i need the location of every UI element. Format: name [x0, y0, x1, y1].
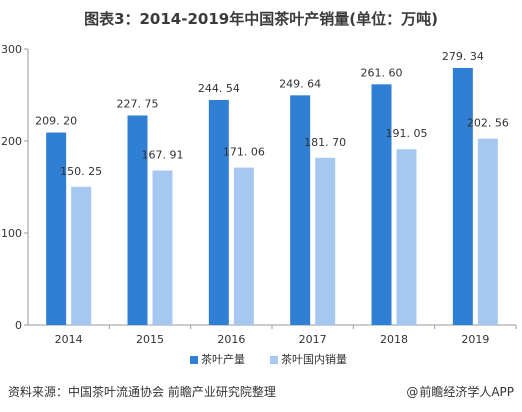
legend-label-production: 茶叶产量 — [201, 353, 245, 366]
legend-item-production: 茶叶产量 — [190, 351, 245, 369]
data-label-domestic-sales: 191. 05 — [386, 127, 428, 140]
data-label-production: 279. 34 — [442, 50, 484, 63]
legend-item-domestic-sales: 茶叶国内销量 — [270, 351, 347, 369]
bar-production — [452, 68, 473, 325]
data-label-domestic-sales: 181. 70 — [304, 136, 346, 149]
x-tick-label: 2017 — [299, 333, 327, 346]
at-sign-icon: @ — [406, 385, 419, 399]
brand-name: 前瞻经济学人APP — [419, 385, 514, 399]
data-label-domestic-sales: 202. 56 — [467, 117, 509, 130]
data-label-domestic-sales: 150. 25 — [60, 165, 102, 178]
x-tick-label: 2014 — [55, 333, 83, 346]
x-tick-label: 2015 — [136, 333, 164, 346]
bar-production — [371, 84, 392, 325]
bar-production — [127, 115, 148, 325]
bar-domestic-sales — [315, 157, 336, 325]
x-tick-label: 2018 — [380, 333, 408, 346]
y-tick-label: 100 — [1, 227, 22, 240]
bar-production — [290, 95, 311, 325]
x-tick-label: 2019 — [461, 333, 489, 346]
y-tick-label: 0 — [15, 319, 22, 332]
legend: 茶叶产量 茶叶国内销量 — [190, 351, 390, 369]
x-tick-label: 2016 — [217, 333, 245, 346]
bar-production — [46, 132, 67, 325]
data-label-production: 249. 64 — [279, 77, 321, 90]
data-label-production: 209. 20 — [35, 115, 77, 128]
y-tick-label: 300 — [1, 43, 22, 56]
bar-domestic-sales — [477, 138, 498, 325]
data-label-domestic-sales: 167. 91 — [142, 149, 184, 162]
y-tick-label: 200 — [1, 135, 22, 148]
brand-credit: @前瞻经济学人APP — [406, 383, 514, 400]
data-label-domestic-sales: 171. 06 — [223, 146, 265, 159]
legend-swatch-domestic-sales — [270, 356, 278, 364]
legend-label-domestic-sales: 茶叶国内销量 — [281, 353, 347, 366]
data-label-production: 227. 75 — [117, 97, 159, 110]
chart-title: 图表3：2014-2019年中国茶叶产销量(单位：万吨) — [84, 10, 438, 28]
source-note: 资料来源：中国茶叶流通协会 前瞻产业研究院整理 — [8, 385, 276, 399]
bar-domestic-sales — [233, 167, 254, 325]
bar-domestic-sales — [152, 170, 173, 325]
bar-domestic-sales — [71, 186, 92, 325]
bar-domestic-sales — [396, 149, 417, 325]
bar-production — [208, 100, 229, 326]
data-label-production: 244. 54 — [198, 82, 240, 95]
data-label-production: 261. 60 — [361, 66, 403, 79]
legend-swatch-production — [190, 356, 198, 364]
